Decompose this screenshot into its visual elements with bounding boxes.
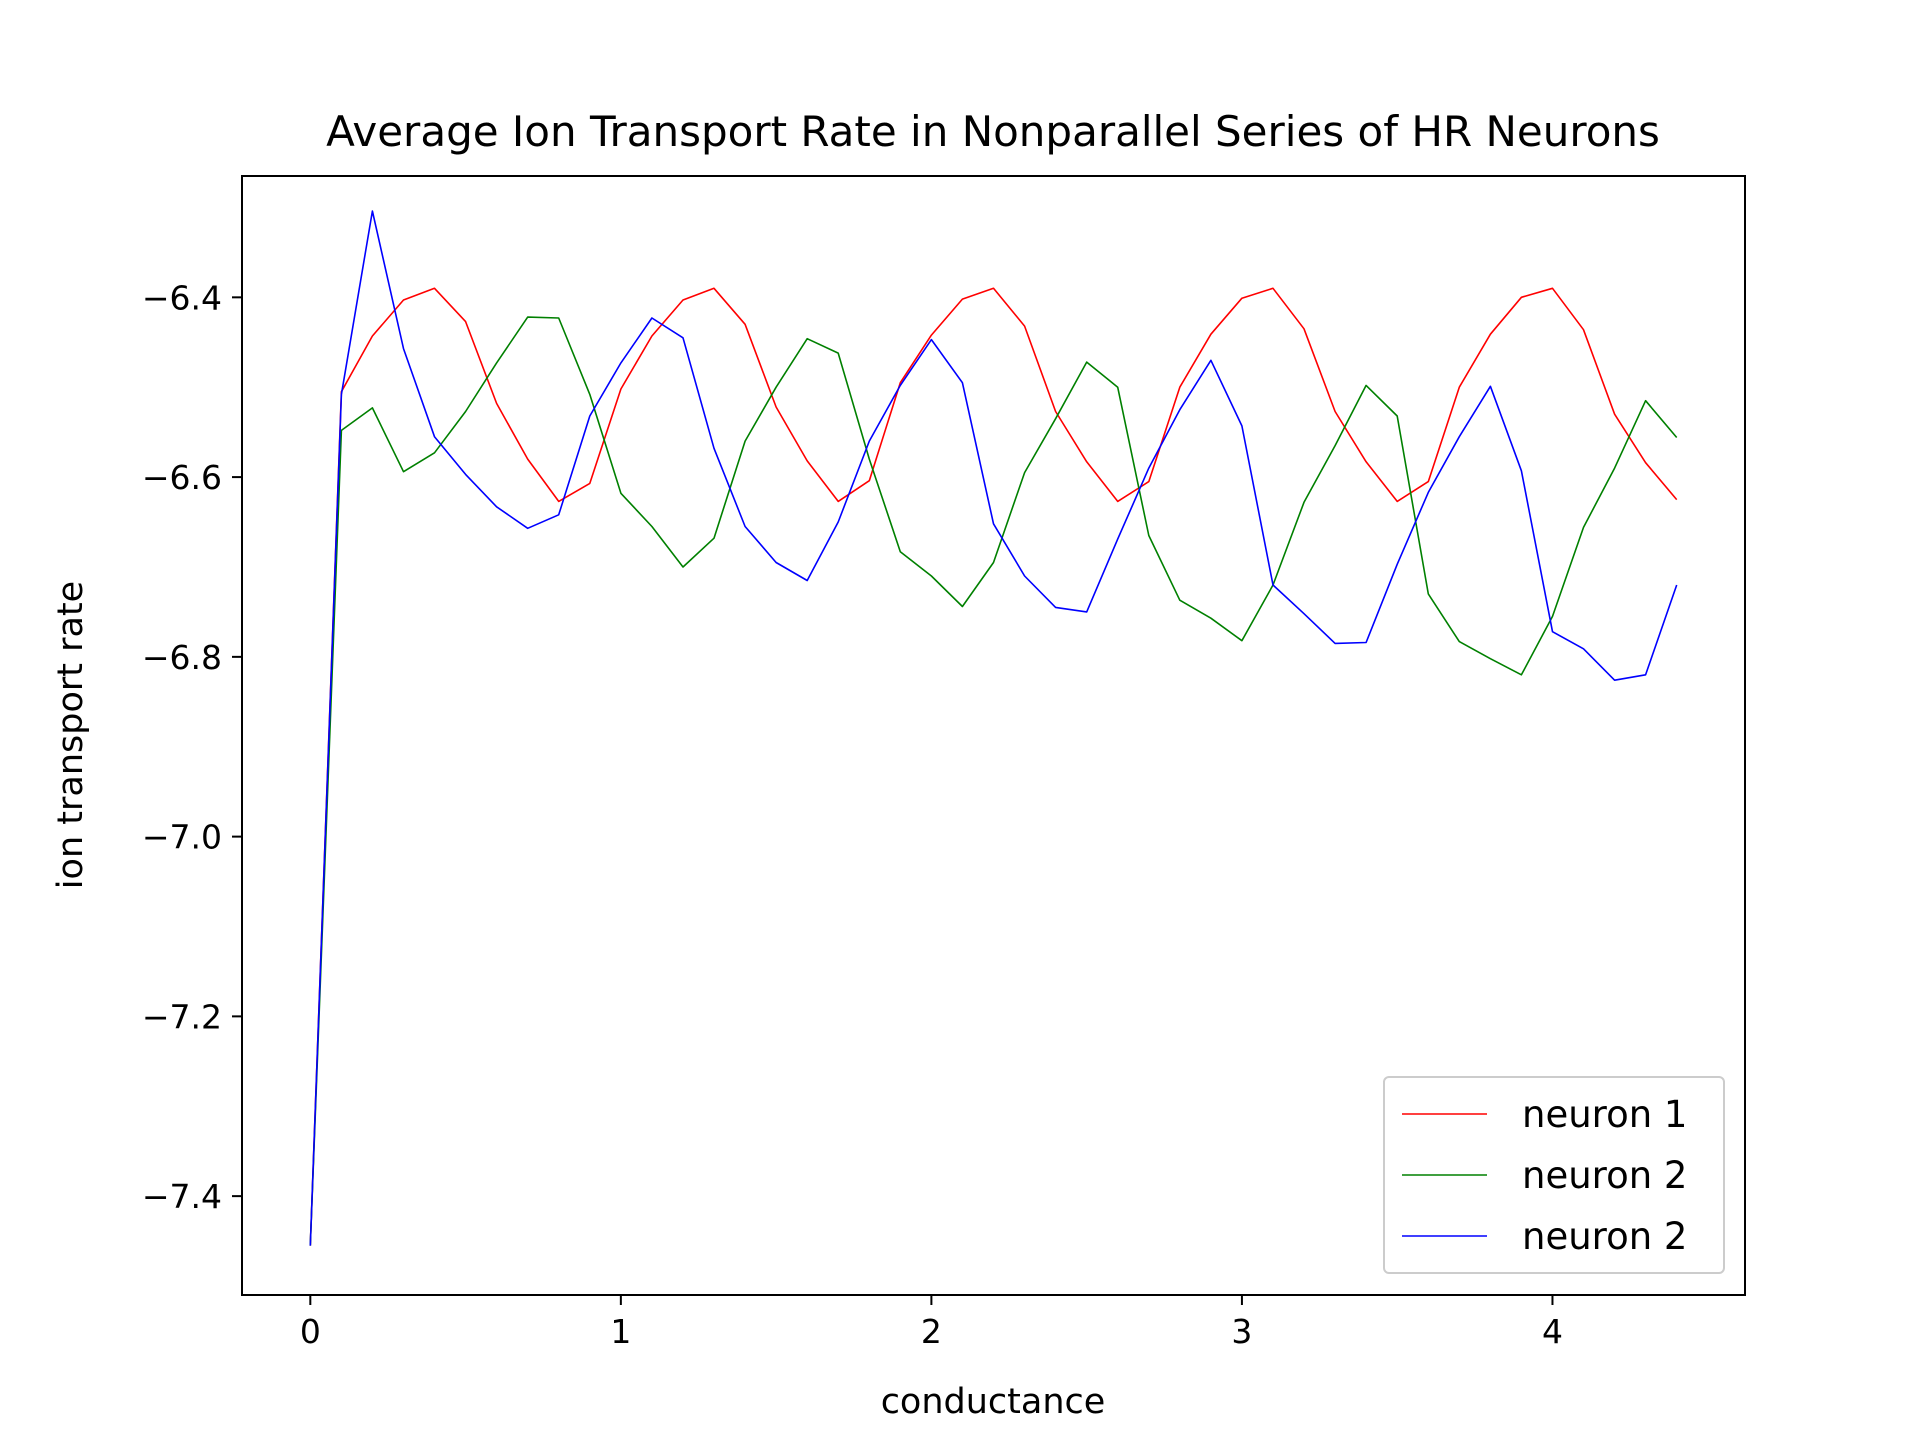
- legend-items: neuron 1 neuron 2 neuron 2: [1402, 1093, 1687, 1258]
- series-line-1: [309, 287, 1678, 1246]
- x-tick-label: 2: [921, 1312, 942, 1351]
- x-tick-label: 1: [610, 1312, 631, 1351]
- x-tick-label: 3: [1231, 1312, 1252, 1351]
- legend-frame: [1383, 1076, 1725, 1274]
- x-tick-label: 4: [1542, 1312, 1563, 1351]
- x-tick-label: 0: [300, 1312, 321, 1351]
- legend-label-1: neuron 1: [1522, 1093, 1687, 1136]
- legend-label-2: neuron 2: [1522, 1154, 1687, 1197]
- y-tick-label: −6.8: [142, 638, 222, 677]
- x-axis-title: conductance: [881, 1382, 1106, 1422]
- series-line-3: [309, 210, 1678, 1246]
- y-axis-title: ion transport rate: [51, 581, 91, 889]
- y-axis: −7.4 −7.2 −7.0 −6.8 −6.6 −6.4: [142, 278, 242, 1216]
- y-tick-label: −7.4: [142, 1177, 222, 1216]
- y-tick-label: −7.0: [142, 818, 222, 857]
- legend-label-3: neuron 2: [1522, 1215, 1687, 1258]
- chart-title: Average Ion Transport Rate in Nonparalle…: [326, 107, 1660, 156]
- series-layer: [309, 210, 1678, 1246]
- series-line-2: [309, 316, 1678, 1246]
- y-tick-label: −6.4: [142, 278, 222, 317]
- y-tick-label: −7.2: [142, 997, 222, 1036]
- legend: neuron 1 neuron 2 neuron 2: [1383, 1076, 1725, 1274]
- y-tick-label: −6.6: [142, 458, 222, 497]
- x-axis: 0 1 2 3 4: [300, 1295, 1563, 1351]
- plot-area-frame: [241, 175, 1746, 1296]
